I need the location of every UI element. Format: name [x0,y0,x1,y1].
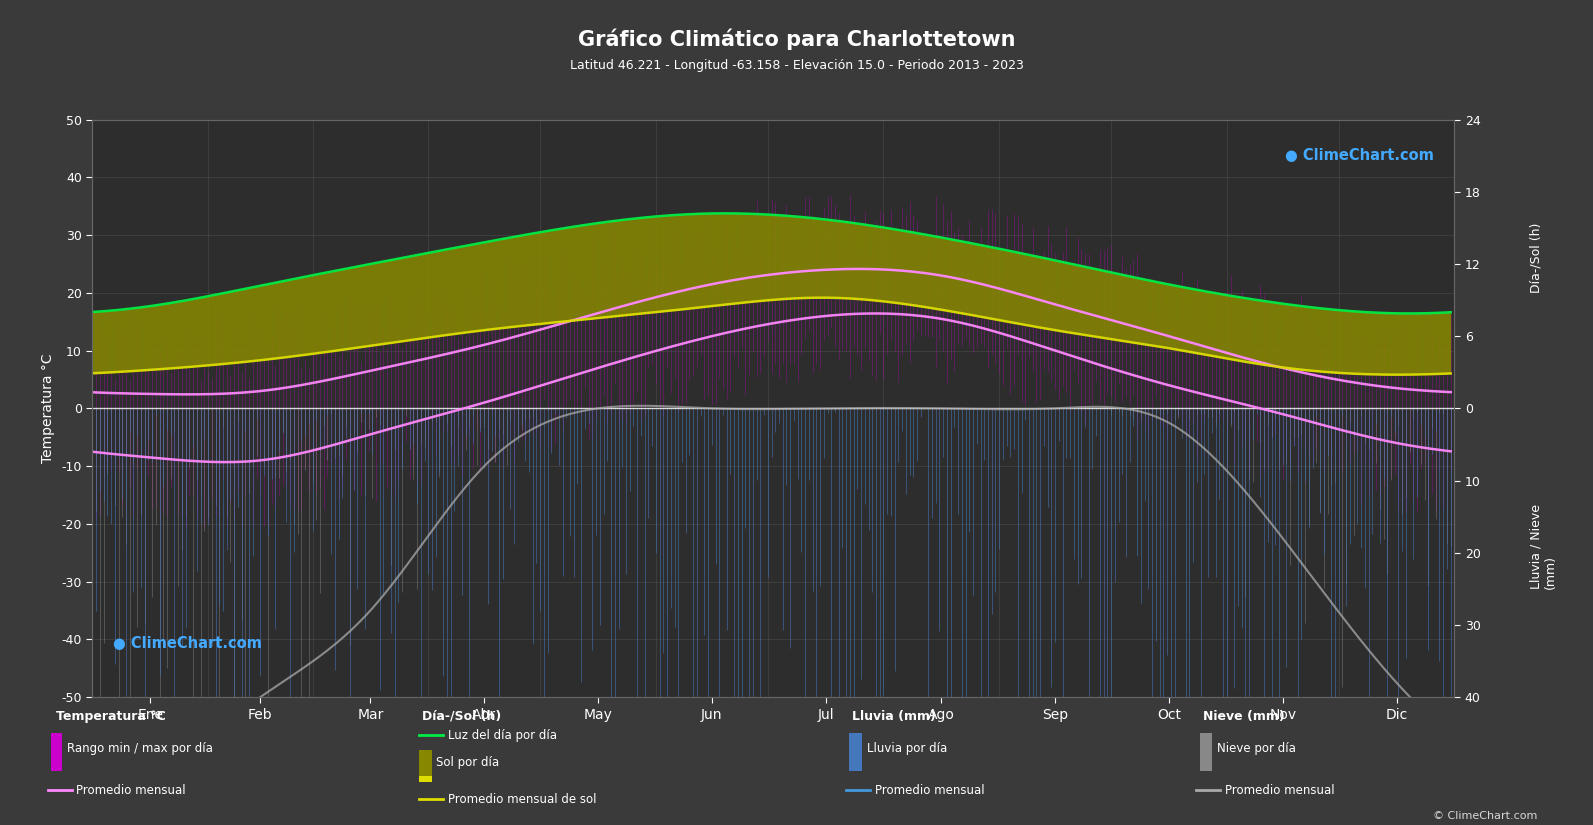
Text: Nieve (mm): Nieve (mm) [1203,710,1284,723]
Bar [419,776,432,781]
Text: Gráfico Climático para Charlottetown: Gráfico Climático para Charlottetown [578,29,1015,50]
Bar [1200,733,1212,771]
Text: Luz del día por día: Luz del día por día [448,729,556,742]
Text: Lluvia / Nieve
(mm): Lluvia / Nieve (mm) [1529,504,1558,590]
Text: ● ClimeChart.com: ● ClimeChart.com [113,636,261,651]
Bar [849,733,862,771]
Text: ● ClimeChart.com: ● ClimeChart.com [1286,148,1434,163]
Text: Temperatura °C: Temperatura °C [56,710,166,723]
Text: Promedio mensual: Promedio mensual [875,784,984,797]
Text: Nieve por día: Nieve por día [1217,742,1297,755]
Text: Día-/Sol (h): Día-/Sol (h) [1529,223,1542,294]
Text: Sol por día: Sol por día [436,756,500,769]
Text: Día-/Sol (h): Día-/Sol (h) [422,710,502,723]
Text: Lluvia (mm): Lluvia (mm) [852,710,937,723]
Text: Lluvia por día: Lluvia por día [867,742,946,755]
Text: Latitud 46.221 - Longitud -63.158 - Elevación 15.0 - Periodo 2013 - 2023: Latitud 46.221 - Longitud -63.158 - Elev… [570,59,1023,73]
Text: Promedio mensual de sol: Promedio mensual de sol [448,793,596,806]
Y-axis label: Temperatura °C: Temperatura °C [40,354,54,463]
Text: Promedio mensual: Promedio mensual [76,784,186,797]
Bar [51,733,62,771]
Text: © ClimeChart.com: © ClimeChart.com [1432,811,1537,821]
Text: Rango min / max por día: Rango min / max por día [67,742,213,755]
Bar [419,750,432,779]
Text: Promedio mensual: Promedio mensual [1225,784,1335,797]
